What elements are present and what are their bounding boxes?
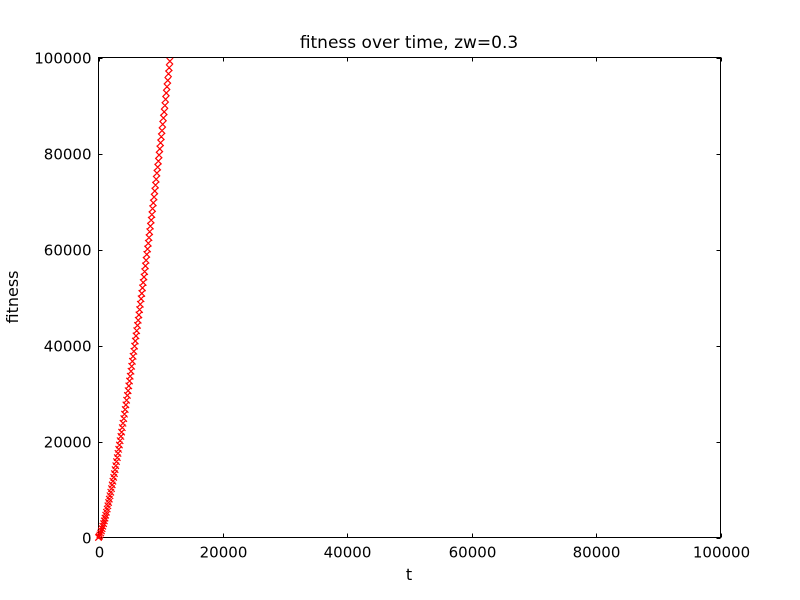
x-tick-label: 20000 <box>200 544 248 562</box>
axis-ticks <box>98 57 722 539</box>
y-tick-label: 80000 <box>44 146 92 164</box>
axis-tick-labels: 0 20000 40000 60000 80000 100000 0 20000 40000 60… <box>34 50 750 562</box>
y-tick-label: 100000 <box>34 50 91 68</box>
series-fitness-markers <box>94 57 174 542</box>
x-tick-label: 60000 <box>449 544 497 562</box>
x-axis-label: t <box>406 565 412 584</box>
y-tick-label: 0 <box>82 530 92 548</box>
y-tick-label: 40000 <box>44 338 92 356</box>
x-tick-label: 100000 <box>693 544 750 562</box>
x-tick-label: 40000 <box>324 544 372 562</box>
y-axis-label: fitness <box>3 270 22 323</box>
y-tick-label: 60000 <box>44 242 92 260</box>
plot-frame <box>98 57 721 538</box>
x-tick-label: 80000 <box>573 544 621 562</box>
x-tick-label: 0 <box>95 544 105 562</box>
chart-title: fitness over time, zw=0.3 <box>300 33 518 53</box>
y-tick-label: 20000 <box>44 434 92 452</box>
scatter-series <box>94 57 174 542</box>
